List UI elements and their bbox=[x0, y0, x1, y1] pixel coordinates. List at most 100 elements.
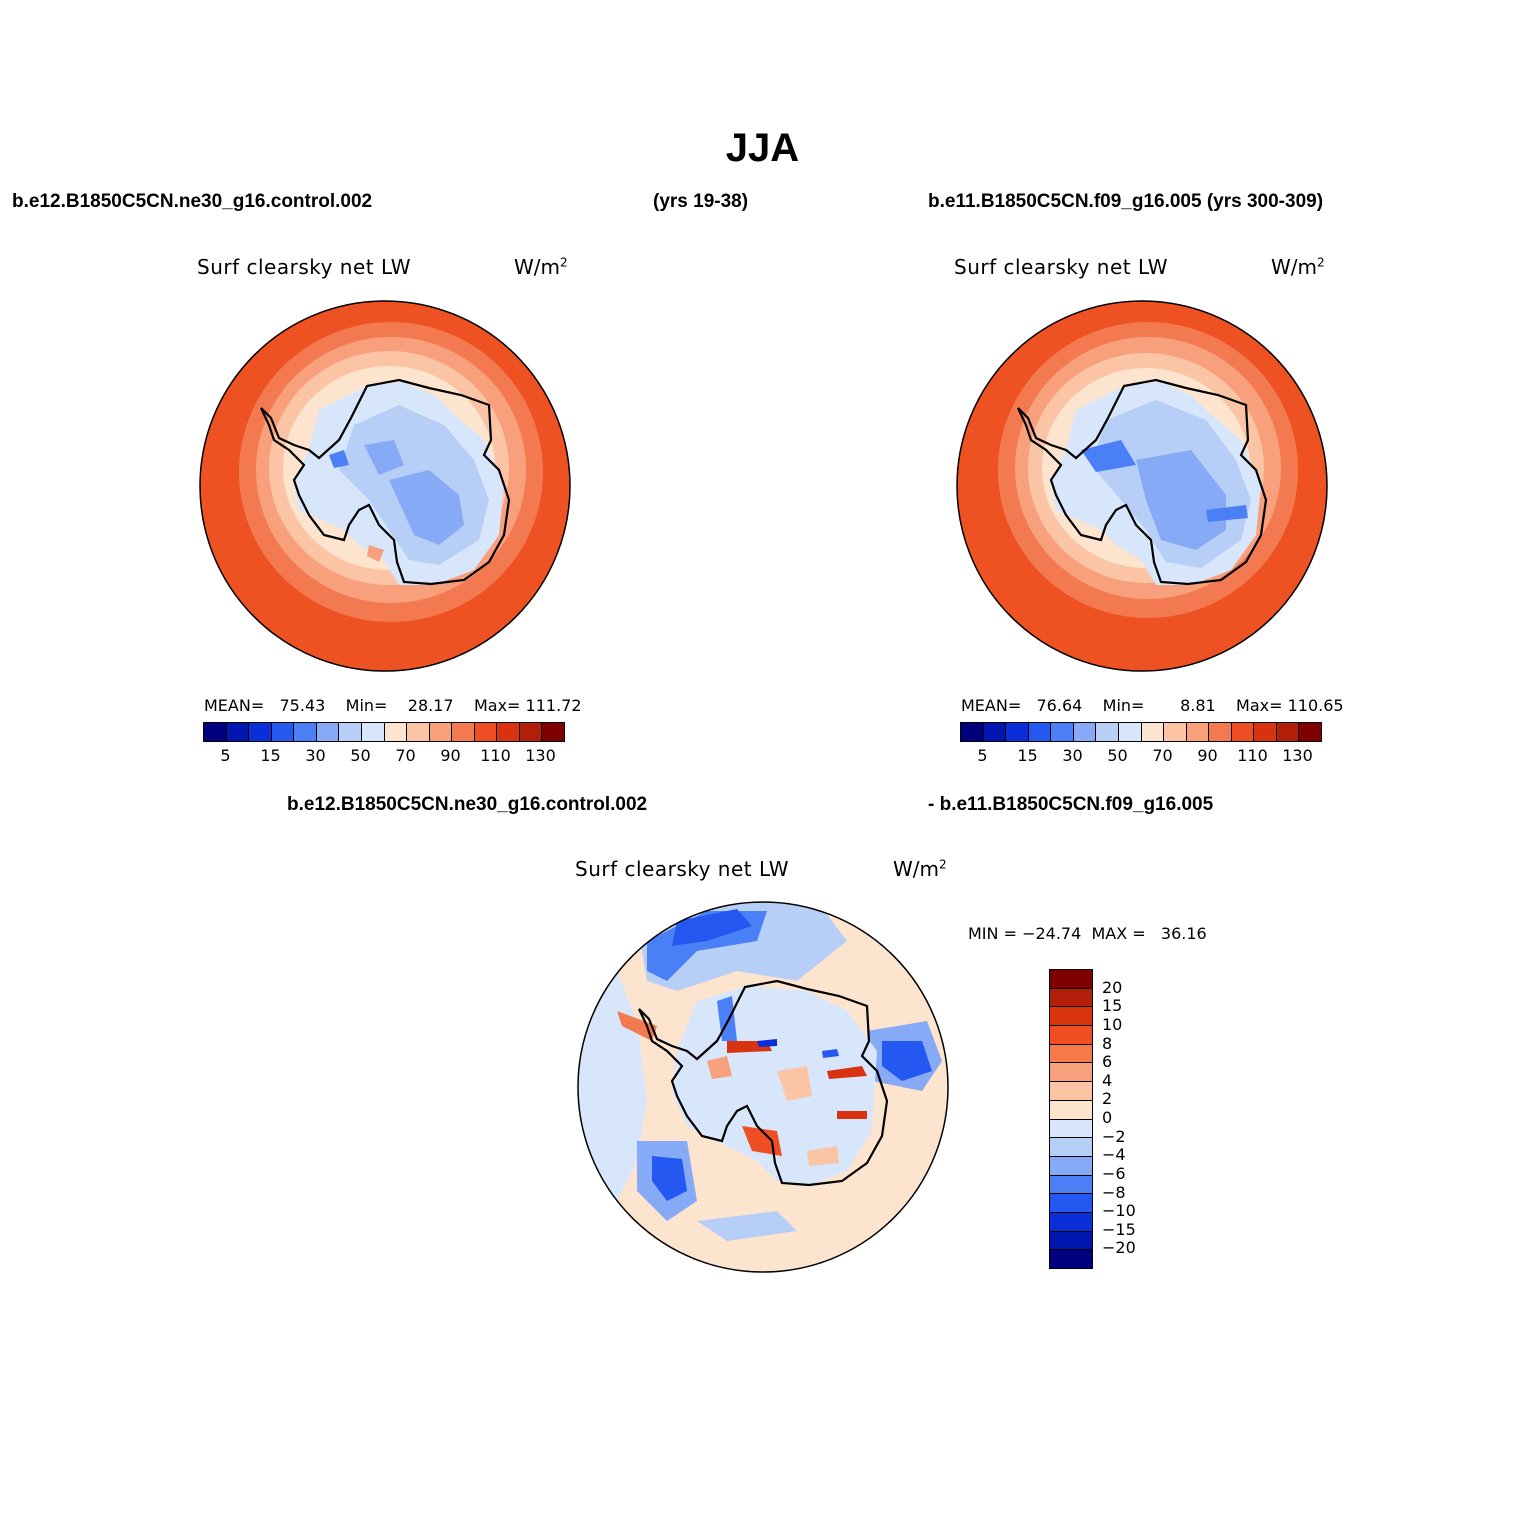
panel2-colorbar-tick: 110 bbox=[1237, 746, 1268, 765]
page-title: JJA bbox=[725, 126, 800, 170]
panel2-colorbar bbox=[960, 722, 1322, 742]
years-label: (yrs 19-38) bbox=[653, 191, 749, 212]
diff-colorbar-tick: −6 bbox=[1102, 1163, 1126, 1183]
panel2-mean: 76.64 bbox=[1036, 696, 1083, 715]
panel2-colorbar-swatch bbox=[1231, 723, 1255, 741]
diff-colorbar-swatch bbox=[1050, 1044, 1092, 1064]
panel1-colorbar-swatch bbox=[226, 723, 250, 741]
panel2-colorbar-swatch bbox=[1141, 723, 1165, 741]
panel1-mean: 75.43 bbox=[279, 696, 326, 715]
diff-colorbar-tick: 20 bbox=[1102, 977, 1123, 997]
panel2-colorbar-swatch bbox=[1073, 723, 1097, 741]
diff-colorbar-swatch bbox=[1050, 988, 1092, 1008]
panel2-colorbar-swatch bbox=[1186, 723, 1210, 741]
panel2-colorbar-labels: 5 15 30 50 70 90 110 130 bbox=[960, 746, 1320, 766]
panel1-colorbar-swatch bbox=[316, 723, 340, 741]
panel1-colorbar-tick: 130 bbox=[525, 746, 556, 765]
diff-colorbar-swatch bbox=[1050, 1156, 1092, 1176]
diff-colorbar-swatch bbox=[1050, 1250, 1092, 1268]
diff-colorbar-labels: 20 15 10 8 6 4 2 0 −2 −4 −6 −8 −10 −15 −20 bbox=[1102, 969, 1162, 1267]
case-name-left: b.e12.B1850C5CN.ne30_g16.control.002 bbox=[12, 191, 373, 212]
diff-colorbar-swatch bbox=[1050, 1138, 1092, 1157]
panel2-max-label: Max= bbox=[1236, 696, 1283, 715]
panel1-colorbar-labels: 5 15 30 50 70 90 110 130 bbox=[203, 746, 563, 766]
diff-title: Surf clearsky net LW bbox=[575, 857, 790, 881]
diff-colorbar-swatch bbox=[1050, 1007, 1092, 1027]
panel2-colorbar-tick: 70 bbox=[1152, 746, 1173, 765]
diff-colorbar-swatch bbox=[1050, 1231, 1092, 1251]
panel2-min: 8.81 bbox=[1180, 696, 1216, 715]
panel1-mean-label: MEAN= bbox=[204, 696, 265, 715]
panel2-colorbar-tick: 50 bbox=[1107, 746, 1128, 765]
panel1-colorbar-tick: 50 bbox=[350, 746, 371, 765]
panel2-colorbar-tick: 130 bbox=[1282, 746, 1313, 765]
panel1-stats: MEAN= 75.43 Min= 28.17 Max= 111.72 bbox=[204, 696, 582, 715]
diff-units-sup: 2 bbox=[939, 857, 947, 872]
panel1-colorbar-tick: 110 bbox=[480, 746, 511, 765]
panel1-min-label: Min= bbox=[345, 696, 388, 715]
panel2-colorbar-swatch bbox=[1254, 723, 1277, 741]
diff-colorbar-tick: −4 bbox=[1102, 1145, 1126, 1165]
panel1-colorbar-swatch bbox=[361, 723, 385, 741]
diff-colorbar-swatch bbox=[1050, 1082, 1092, 1101]
panel1-units: W/m2 bbox=[514, 255, 568, 279]
panel2-colorbar-swatch bbox=[1006, 723, 1029, 741]
diff-colorbar-swatch bbox=[1050, 1194, 1092, 1213]
diff-colorbar-swatch bbox=[1050, 1175, 1092, 1195]
panel2-mean-label: MEAN= bbox=[961, 696, 1022, 715]
panel1-colorbar-swatch bbox=[204, 723, 227, 741]
diff-colorbar-swatch bbox=[1050, 1026, 1092, 1045]
panel2-units-sup: 2 bbox=[1317, 255, 1325, 270]
diff-colorbar-swatch bbox=[1050, 1100, 1092, 1120]
panel1-colorbar-swatch bbox=[407, 723, 430, 741]
panel2-max: 110.65 bbox=[1287, 696, 1344, 715]
diff-colorbar-tick: −10 bbox=[1102, 1201, 1136, 1221]
panel2-units-text: W/m bbox=[1271, 255, 1317, 279]
panel2-colorbar-swatch bbox=[1118, 723, 1142, 741]
diff-units: W/m2 bbox=[893, 857, 947, 881]
diff-colorbar-tick: −2 bbox=[1102, 1126, 1126, 1146]
diff-colorbar-tick: 6 bbox=[1102, 1052, 1113, 1072]
panel2-colorbar-swatch bbox=[1164, 723, 1187, 741]
panel1-colorbar-swatch bbox=[384, 723, 408, 741]
panel1-units-sup: 2 bbox=[560, 255, 568, 270]
diff-colorbar-swatch bbox=[1050, 970, 1092, 989]
panel1-units-text: W/m bbox=[514, 255, 560, 279]
panel1-colorbar-swatch bbox=[271, 723, 295, 741]
panel2-colorbar-swatch bbox=[1276, 723, 1300, 741]
panel1-max: 111.72 bbox=[525, 696, 582, 715]
panel1-colorbar-tick: 70 bbox=[395, 746, 416, 765]
diff-colorbar-tick: −20 bbox=[1102, 1238, 1136, 1258]
panel1-colorbar-tick: 90 bbox=[440, 746, 461, 765]
panel2-units: W/m2 bbox=[1271, 255, 1325, 279]
panel1-colorbar-swatch bbox=[497, 723, 520, 741]
panel1-colorbar bbox=[203, 722, 565, 742]
panel1-colorbar-swatch bbox=[452, 723, 475, 741]
panel2-colorbar-swatch bbox=[983, 723, 1007, 741]
panel2-colorbar-swatch bbox=[961, 723, 984, 741]
panel2-title: Surf clearsky net LW bbox=[954, 255, 1169, 279]
panel1-max-label: Max= bbox=[473, 696, 521, 715]
diff-minmax: MIN = −24.74 MAX = 36.16 bbox=[968, 924, 1207, 943]
diff-colorbar-tick: 8 bbox=[1102, 1033, 1113, 1053]
panel2-colorbar-tick: 30 bbox=[1062, 746, 1083, 765]
panel1-colorbar-swatch bbox=[339, 723, 362, 741]
diff-polar-map bbox=[577, 901, 949, 1273]
diff-colorbar-tick: 10 bbox=[1102, 1014, 1123, 1034]
diff-colorbar-tick: 15 bbox=[1102, 996, 1123, 1016]
diff-colorbar-swatch bbox=[1050, 1119, 1092, 1139]
panel1-colorbar-tick: 15 bbox=[260, 746, 281, 765]
diff-case-a: b.e12.B1850C5CN.ne30_g16.control.002 bbox=[287, 794, 648, 815]
panel2-polar-map bbox=[956, 300, 1328, 672]
panel1-colorbar-swatch bbox=[249, 723, 272, 741]
diff-colorbar-tick: 2 bbox=[1102, 1089, 1113, 1109]
panel2-min-label: Min= bbox=[1102, 696, 1145, 715]
panel1-colorbar-swatch bbox=[474, 723, 498, 741]
diff-colorbar-tick: −15 bbox=[1102, 1219, 1136, 1239]
diff-colorbar-tick: 4 bbox=[1102, 1070, 1113, 1090]
diff-colorbar-swatch bbox=[1050, 1063, 1092, 1083]
panel2-colorbar-swatch bbox=[1051, 723, 1074, 741]
panel2-colorbar-tick: 90 bbox=[1197, 746, 1218, 765]
panel1-polar-map bbox=[199, 300, 571, 672]
panel1-colorbar-swatch bbox=[429, 723, 453, 741]
